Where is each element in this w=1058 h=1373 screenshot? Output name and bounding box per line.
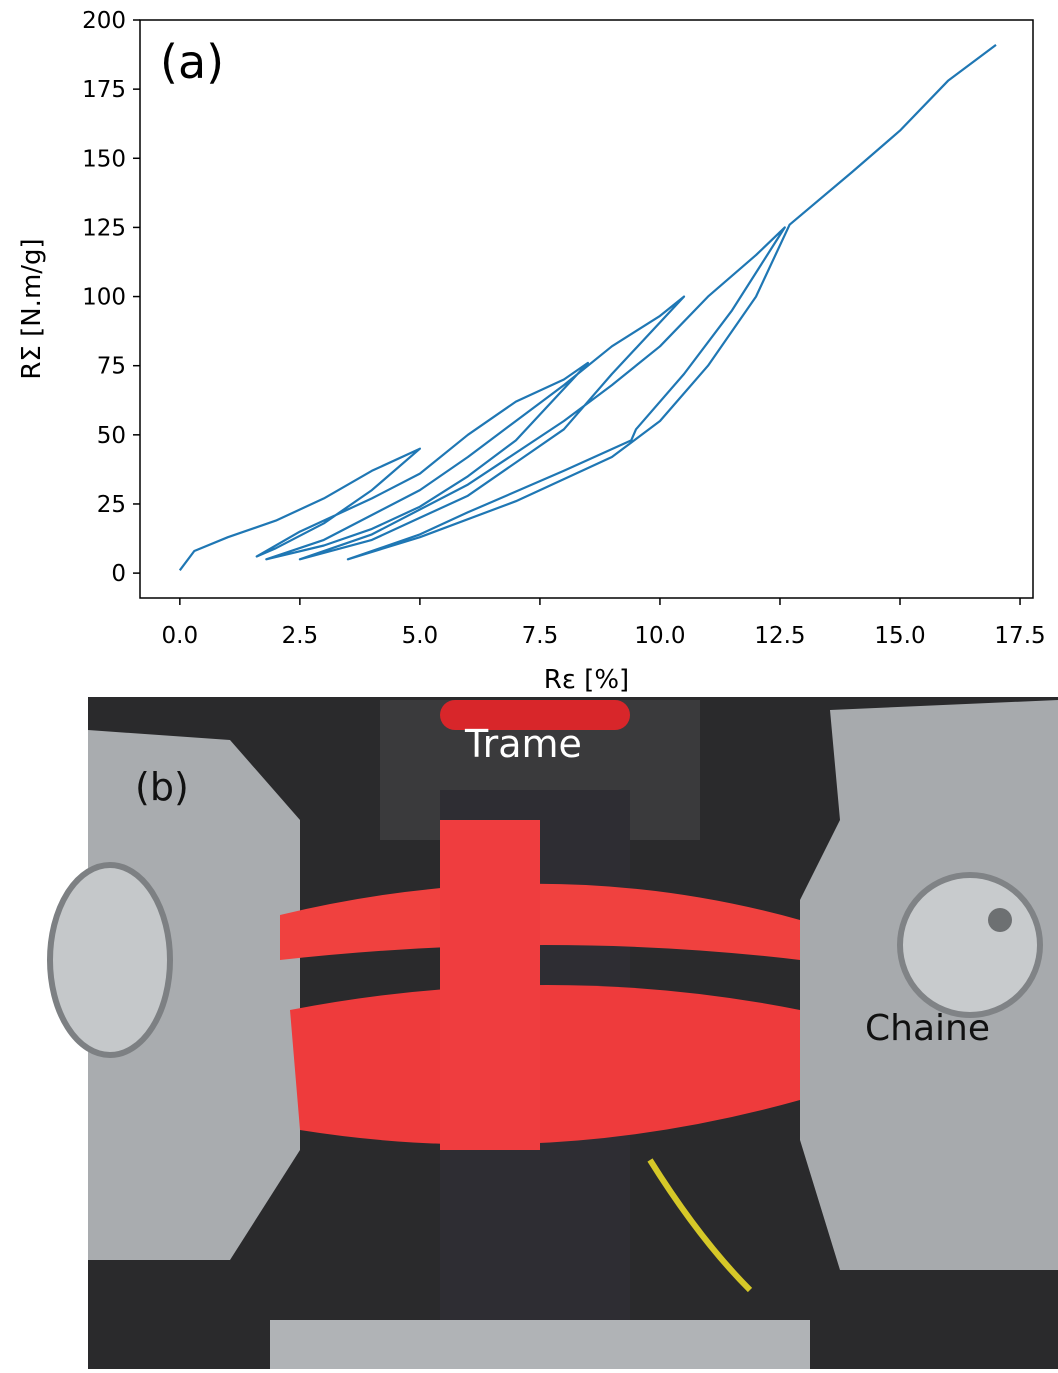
y-tick-label: 100 (82, 285, 126, 311)
bolt (988, 908, 1012, 932)
y-tick-label: 125 (82, 215, 126, 241)
x-tick-label: 2.5 (282, 623, 319, 649)
x-tick-label: 15.0 (874, 623, 925, 649)
y-tick-label: 50 (97, 423, 126, 449)
photo: (b) Trame Chaine (47, 697, 1058, 1370)
plot-frame (139, 19, 1034, 599)
x-tick-label: 0.0 (162, 623, 199, 649)
y-tick-label: 175 (82, 77, 126, 103)
left-knob (47, 862, 173, 1058)
y-tick-label: 75 (97, 354, 126, 380)
y-tick-label: 200 (82, 8, 126, 34)
left-grip (88, 730, 300, 1260)
x-tick-label: 7.5 (522, 623, 559, 649)
y-axis-label: RΣ [N.m/g] (17, 238, 47, 379)
x-tick-label: 5.0 (402, 623, 439, 649)
right-knob (897, 872, 1043, 1018)
weft-red (440, 820, 540, 1150)
panel-label: (a) (160, 35, 224, 89)
x-axis-label: Rε [%] (544, 665, 629, 695)
x-tick-label: 12.5 (754, 623, 805, 649)
warp-lower (290, 985, 800, 1145)
yellow-cable (647, 1158, 753, 1293)
data-line (178, 44, 997, 571)
bottom-clamp (270, 1320, 810, 1369)
annotation: Trame (464, 722, 582, 766)
y-tick-label: 0 (111, 561, 126, 587)
red-top (440, 700, 630, 730)
photo-label: (b) (135, 765, 189, 809)
chart: 0.0 2.5 5.0 7.5 10.0 12.5 15.0 17.5 0 25 50 75 100 12… (17, 8, 1046, 695)
annotation: Chaine (865, 1008, 990, 1049)
y-tick-label: 25 (97, 492, 126, 518)
x-tick-label: 10.0 (634, 623, 685, 649)
x-tick-label: 17.5 (994, 623, 1045, 649)
y-tick-label: 150 (82, 146, 126, 172)
